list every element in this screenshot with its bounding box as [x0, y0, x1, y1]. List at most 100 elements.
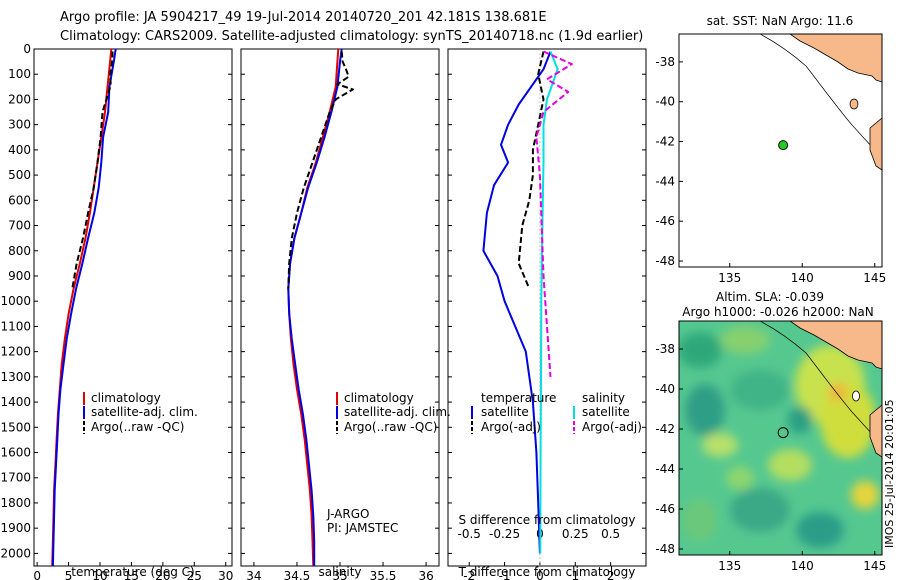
salinity-panel: 34 34.5 35 35.5 36 salinity climatology sate…	[240, 48, 451, 580]
sla-map-frame	[678, 320, 883, 556]
location-map-title: sat. SST: NaN Argo: 11.6	[707, 14, 854, 28]
temperature-xlabel: temperature (deg C)	[71, 565, 194, 579]
salinity-x-axis: 34 34.5 35 35.5 36	[246, 562, 434, 580]
difference-legend: temperature satellite Argo(-adj) salinit…	[471, 391, 642, 434]
series-line-temperature-satellite	[482, 51, 552, 554]
map-y-tick-label: -40	[655, 382, 675, 396]
series-line-climatology	[51, 49, 113, 566]
map-y-tick-label: -42	[655, 135, 675, 149]
sla-map-landmass	[789, 321, 882, 370]
temperature-axes-frame	[33, 48, 233, 567]
salinity-xlabel: salinity	[318, 565, 361, 579]
salinity-legend: climatology satellite-adj. clim. Argo(..…	[336, 391, 451, 434]
legend-title-temperature: temperature	[481, 391, 556, 405]
sla-map-contour	[759, 321, 882, 444]
location-map-island	[869, 117, 882, 171]
legend-label-t-argo: Argo(-adj)	[481, 420, 541, 434]
map-x-tick-label: 135	[718, 271, 741, 285]
x-tick-label: 36	[418, 569, 433, 580]
map-x-tick-label: 140	[791, 559, 814, 573]
argo-float-location-marker	[778, 140, 789, 151]
temperature-lines	[51, 49, 117, 566]
location-map-ocean	[679, 34, 882, 267]
legend-title-salinity: salinity	[582, 391, 625, 405]
y-tick-label: 1100	[0, 319, 31, 333]
y-tick-label: 300	[8, 118, 31, 132]
map-y-tick-label: -44	[655, 462, 675, 476]
y-tick-label: 1500	[0, 420, 31, 434]
x-tick-label: 10	[92, 569, 107, 580]
temperature-legend: climatology satellite-adj. clim. Argo(..…	[83, 391, 198, 434]
sla-map-content	[679, 321, 882, 555]
legend-label-satellite: satellite-adj. clim.	[91, 405, 198, 419]
legend-label-argo: Argo(..raw -QC)	[91, 420, 184, 434]
x-tick-label: 5	[65, 569, 73, 580]
x-tick-label: -1	[499, 569, 511, 580]
sla-field	[679, 326, 879, 548]
y-tick-label: 700	[8, 219, 31, 233]
y-tick-label: 500	[8, 168, 31, 182]
y-tick-label: 800	[8, 244, 31, 258]
series-line-salinity-satellite	[539, 51, 559, 554]
map-x-tick-label: 145	[863, 271, 886, 285]
legend-label-s-argo: Argo(-adj)	[582, 420, 642, 434]
difference-panel: -2 -1 0 1 2 -0.5 -0.25 0 0.25 0.5 S difference f…	[447, 48, 647, 580]
location-map-islet	[849, 98, 859, 110]
map-y-tick-label: -42	[655, 422, 675, 436]
difference-x2label: S difference from climatology	[459, 513, 636, 527]
x-tick-label: 1	[571, 569, 579, 580]
x-tick-label: -2	[463, 569, 475, 580]
y-tick-label: 0	[23, 42, 31, 56]
map-y-tick-label: -46	[655, 502, 675, 516]
sla-map-island	[869, 404, 882, 458]
difference-xlabel: T difference from climatology	[458, 565, 636, 579]
series-line-argo-raw-qc	[287, 51, 354, 289]
x2-tick-label: 0.5	[601, 527, 620, 541]
salinity-lines	[287, 49, 354, 566]
y-tick-label: 100	[8, 67, 31, 81]
x-tick-label: 0	[33, 569, 41, 580]
series-line-satellite-adj-clim	[51, 49, 117, 566]
map-x-tick-label: 135	[718, 559, 741, 573]
map-y-tick-label: -44	[655, 174, 675, 188]
location-map-panel: sat. SST: NaN Argo: 11.6 135 140 145 -38 -40…	[655, 14, 886, 285]
y-tick-label: 1800	[0, 496, 31, 510]
sla-map-title-line2: Argo h1000: -0.026 h2000: NaN	[682, 305, 874, 319]
location-map-content	[679, 34, 882, 267]
x-tick-label: 35	[332, 569, 347, 580]
x-tick-label: 2	[607, 569, 615, 580]
x2-tick-label: 0.25	[562, 527, 589, 541]
map-x-tick-label: 145	[863, 559, 886, 573]
y-tick-label: 2000	[0, 546, 31, 560]
x-tick-label: 15	[124, 569, 139, 580]
temperature-panel: 0100200300400500600700800900100011001200…	[0, 42, 233, 580]
x2-tick-label: -0.25	[489, 527, 520, 541]
series-line-salinity-argo-adj	[535, 50, 573, 377]
location-map-contour	[759, 34, 882, 157]
map-y-tick-label: -38	[655, 55, 675, 69]
legend-label-climatology: climatology	[344, 391, 414, 405]
y-tick-label: 1300	[0, 370, 31, 384]
y-tick-label: 400	[8, 143, 31, 157]
depth-axis: 0 100 200 300 400 500 600 700 800 900 1000 1100 1200…	[0, 42, 232, 560]
imos-timestamp-watermark: IMOS 25-Jul-2014 20:01:05	[883, 399, 896, 548]
y-tick-label: 1000	[0, 294, 31, 308]
location-map-landmass	[789, 34, 882, 83]
sla-map-axes: 135 140 145 -38 -40 -42 -44 -46 -48	[655, 342, 886, 573]
salinity-annotation-program: J-ARGO	[326, 507, 369, 521]
sla-map-title-line1: Altim. SLA: -0.039	[716, 290, 824, 304]
temperature-x-axis: 0 5 10 15 20 25 30	[33, 562, 233, 580]
location-map-axes: 135 140 145 -38 -40 -42 -44 -46 -48	[655, 55, 886, 285]
y-tick-label: 1400	[0, 395, 31, 409]
x-tick-label: 35.5	[370, 569, 397, 580]
figure-title-line1: Argo profile: JA 5904217_49 19-Jul-2014 …	[60, 10, 547, 25]
difference-axes-frame	[447, 48, 647, 567]
legend-label-t-satellite: satellite	[481, 405, 529, 419]
legend-label-s-satellite: satellite	[582, 405, 630, 419]
x-tick-label: 25	[187, 569, 202, 580]
series-line-temperature-argo-adj	[517, 51, 545, 289]
difference-y-ticks	[448, 48, 646, 554]
figure-title-line2: Climatology: CARS2009. Satellite-adjuste…	[60, 29, 643, 44]
difference-lines	[482, 50, 573, 554]
